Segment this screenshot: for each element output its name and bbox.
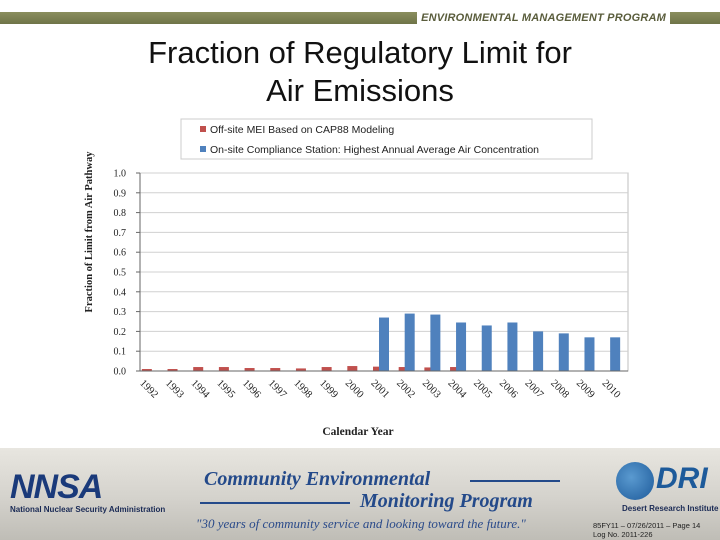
x-axis-label: Calendar Year (322, 426, 393, 438)
bar-offsite-1999 (321, 367, 332, 371)
y-tick-label-3: 0.3 (114, 307, 127, 318)
y-tick-label-6: 0.6 (114, 248, 127, 259)
x-tick-label-2004: 2004 (446, 378, 469, 401)
bar-offsite-1997 (270, 368, 281, 371)
bar-offsite-2003 (424, 367, 435, 371)
nnsa-logo: NNSA (10, 468, 103, 506)
footer-banner (0, 448, 720, 540)
y-tick-label-2: 0.2 (114, 327, 127, 338)
y-axis-label: Fraction of Limit from Air Pathway (84, 151, 95, 313)
legend-swatch-onsite (200, 146, 206, 152)
bar-onsite-2008 (558, 333, 569, 371)
page-info: 85FY11 – 07/26/2011 – Page 14 Log No. 20… (593, 521, 700, 539)
bar-offsite-1992 (141, 369, 152, 371)
bar-offsite-1996 (244, 368, 255, 371)
x-tick-label-2006: 2006 (497, 378, 520, 401)
legend-swatch-offsite (200, 126, 206, 132)
x-tick-label-1997: 1997 (266, 378, 289, 401)
program-rule-bottom (200, 502, 350, 504)
bar-onsite-2001 (379, 317, 389, 371)
x-tick-label-2010: 2010 (600, 378, 623, 401)
y-tick-label-0: 0.0 (114, 367, 127, 378)
legend-box (180, 118, 593, 160)
x-tick-label-2000: 2000 (343, 378, 366, 401)
y-tick-label-8: 0.8 (114, 208, 127, 219)
slide-title-line1: Fraction of Regulatory Limit for (148, 35, 572, 70)
bar-onsite-2003 (430, 314, 441, 371)
dri-logo: DRI (656, 462, 708, 495)
program-name-line1: Community Environmental (204, 468, 431, 490)
x-tick-label-1996: 1996 (240, 378, 263, 401)
program-tagline: "30 years of community service and looki… (196, 516, 526, 531)
y-tick-label-9: 0.9 (114, 188, 127, 199)
x-tick-label-2001: 2001 (368, 378, 391, 401)
y-tick-label-1: 0.1 (114, 347, 127, 358)
bar-onsite-2006 (507, 322, 518, 371)
x-tick-label-1998: 1998 (291, 378, 314, 401)
bar-offsite-1998 (295, 368, 306, 371)
bar-offsite-2004 (450, 367, 461, 371)
dri-globe-icon (616, 462, 654, 500)
bar-onsite-2010 (610, 337, 621, 371)
bar-offsite-2000 (347, 366, 358, 371)
x-tick-label-2002: 2002 (394, 378, 417, 401)
bar-offsite-1994 (193, 367, 204, 371)
bar-onsite-2004 (456, 322, 467, 371)
bar-offsite-1995 (218, 367, 229, 371)
program-rule-top (470, 480, 560, 482)
dri-full-name: Desert Research Institute (622, 504, 719, 513)
page-info-line1: 85FY11 – 07/26/2011 – Page 14 (593, 521, 701, 530)
x-tick-label-1995: 1995 (214, 378, 237, 401)
bar-onsite-2009 (584, 337, 595, 371)
bar-offsite-2002 (398, 367, 409, 371)
bar-offsite-1993 (167, 369, 178, 371)
page-info-line2: Log No. 2011-226 (593, 530, 653, 539)
header-bar: ENVIRONMENTAL MANAGEMENT PROGRAM (0, 12, 720, 24)
bar-onsite-2007 (533, 331, 544, 371)
nnsa-full-name: National Nuclear Security Administration (10, 505, 166, 514)
x-tick-label-1993: 1993 (163, 378, 186, 401)
x-tick-label-1992: 1992 (137, 378, 160, 401)
slide-title-line2: Air Emissions (266, 73, 454, 108)
legend-label-onsite: On-site Compliance Station: Highest Annu… (210, 144, 539, 156)
slide-title: Fraction of Regulatory Limit for Air Emi… (80, 34, 640, 110)
x-tick-label-2007: 2007 (523, 378, 546, 401)
x-tick-label-2008: 2008 (548, 378, 571, 401)
program-label: ENVIRONMENTAL MANAGEMENT PROGRAM (417, 12, 670, 24)
bar-onsite-2005 (481, 325, 492, 371)
bar-onsite-2002 (404, 313, 415, 371)
x-tick-label-2005: 2005 (471, 378, 494, 401)
legend-label-offsite: Off-site MEI Based on CAP88 Modeling (210, 124, 394, 136)
x-tick-label-2003: 2003 (420, 378, 443, 401)
y-tick-label-4: 0.4 (114, 287, 127, 298)
y-tick-label-5: 0.5 (114, 268, 127, 279)
x-tick-label-1994: 1994 (189, 378, 212, 401)
chart-legend: Off-site MEI Based on CAP88 Modeling On-… (180, 118, 593, 160)
bar-offsite-2001 (373, 366, 383, 371)
y-tick-label-10: 1.0 (114, 169, 127, 180)
y-tick-label-7: 0.7 (114, 228, 127, 239)
program-name-line2: Monitoring Program (360, 490, 533, 512)
x-tick-label-1999: 1999 (317, 378, 340, 401)
x-tick-label-2009: 2009 (574, 378, 597, 401)
chart-bars (141, 313, 621, 371)
